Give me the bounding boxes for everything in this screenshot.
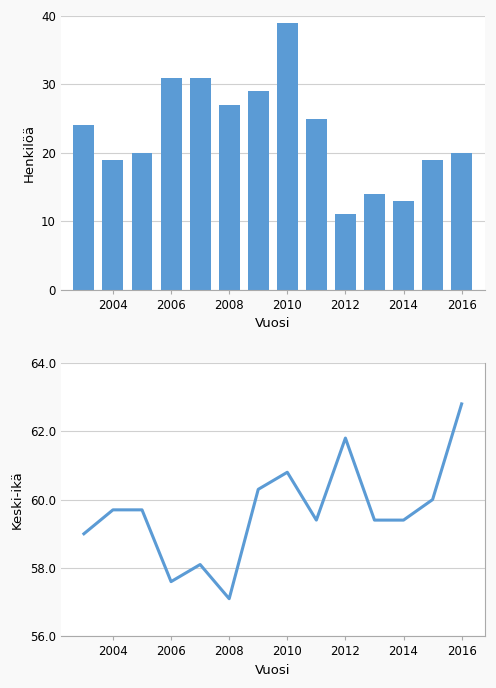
Bar: [306, 118, 327, 290]
Bar: [451, 153, 472, 290]
X-axis label: Vuosi: Vuosi: [255, 664, 291, 677]
Y-axis label: Henkilöä: Henkilöä: [22, 124, 35, 182]
Bar: [422, 160, 443, 290]
Bar: [364, 194, 385, 290]
Bar: [393, 201, 414, 290]
Bar: [73, 125, 94, 290]
Bar: [248, 92, 269, 290]
Bar: [277, 23, 298, 290]
X-axis label: Vuosi: Vuosi: [255, 317, 291, 330]
Bar: [189, 78, 211, 290]
Bar: [103, 160, 124, 290]
Bar: [161, 78, 182, 290]
Bar: [335, 215, 356, 290]
Y-axis label: Keski-ikä: Keski-ikä: [11, 470, 24, 529]
Bar: [219, 105, 240, 290]
Bar: [131, 153, 152, 290]
